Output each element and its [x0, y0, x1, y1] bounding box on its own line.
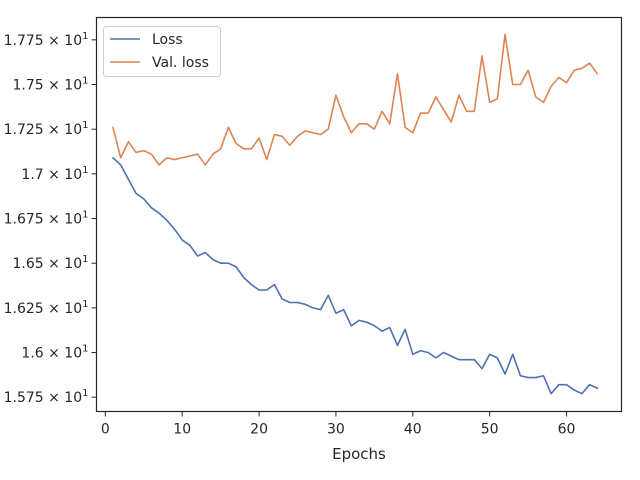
y-tick-label: 1.775 × 101 [4, 31, 89, 49]
y-tick-label: 1.65 × 101 [13, 254, 89, 272]
series-lines [112, 33, 599, 395]
x-tick-label: 40 [404, 422, 422, 438]
y-tick-label: 1.7 × 101 [21, 165, 88, 183]
plot-frame [95, 16, 623, 413]
y-tick-label: 1.675 × 101 [4, 210, 89, 228]
legend-label-loss: Loss [152, 32, 183, 48]
y-tick-label: 1.75 × 101 [13, 76, 89, 94]
plot-background [96, 17, 622, 412]
x-tick-label: 10 [173, 422, 191, 438]
series-line-0 [112, 156, 599, 395]
x-tick-label: 50 [481, 422, 499, 438]
x-tick-label: 20 [250, 422, 268, 438]
x-tick-label: 60 [558, 422, 576, 438]
legend: Loss Val. loss [103, 26, 221, 77]
y-tick-label: 1.625 × 101 [4, 299, 89, 317]
y-tick-label: 1.725 × 101 [4, 120, 89, 138]
y-axis: 1.575 × 101 1.6 × 101 1.625 × 101 1.65 × 10… [4, 31, 97, 406]
x-axis-label: Epochs [332, 445, 386, 463]
x-axis: 0 10 20 30 40 50 60 [101, 411, 576, 438]
legend-label-val-loss: Val. loss [152, 55, 209, 71]
y-tick-label: 1.6 × 101 [21, 344, 88, 362]
series-line-1 [112, 33, 599, 166]
x-tick-label: 30 [327, 422, 345, 438]
y-tick-label: 1.575 × 101 [4, 388, 89, 406]
x-tick-label: 0 [101, 422, 110, 438]
